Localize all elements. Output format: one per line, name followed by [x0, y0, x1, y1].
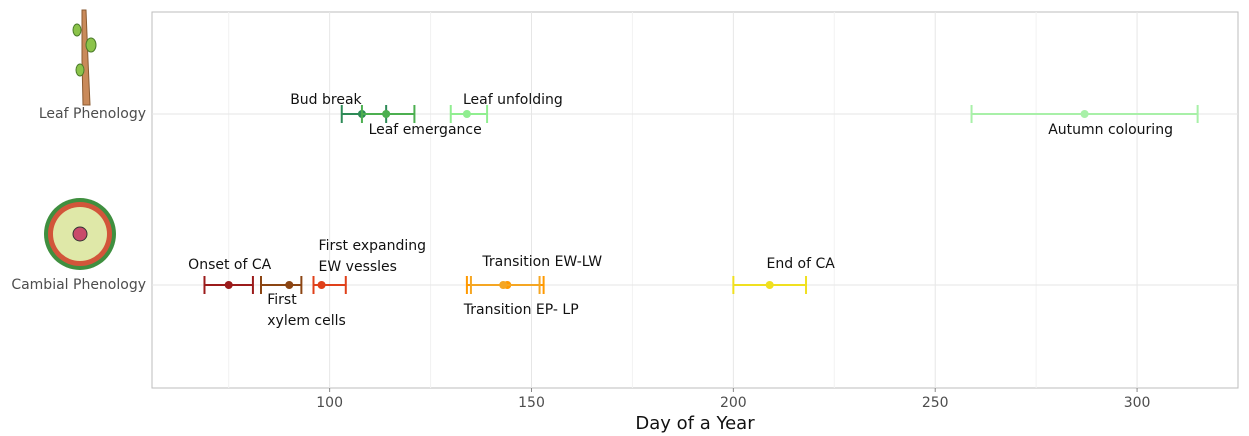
- page: {"chart_data": { "type": "dotplot", "xla…: [0, 0, 1249, 436]
- point: [225, 281, 233, 289]
- point: [766, 281, 774, 289]
- point: [1081, 110, 1089, 118]
- stem-section-icon: [44, 198, 116, 270]
- twig-icon: [73, 10, 96, 105]
- y-tick-label: Cambial Phenology: [11, 277, 146, 293]
- x-tick-label: 100: [316, 395, 343, 411]
- plot-frame: [152, 12, 1238, 388]
- point: [463, 110, 471, 118]
- x-tick-label: 250: [922, 395, 949, 411]
- x-axis-title: Day of a Year: [635, 413, 755, 434]
- x-tick-label: 150: [518, 395, 545, 411]
- point-label: Transition EW-LW: [481, 254, 602, 270]
- point: [318, 281, 326, 289]
- point-label: Onset of CA: [188, 257, 271, 273]
- point-label: Leaf unfolding: [463, 92, 563, 108]
- point-label: Transition EP- LP: [463, 302, 579, 318]
- y-tick-label: Leaf Phenology: [39, 106, 146, 122]
- point-label: End of CA: [767, 256, 836, 272]
- point: [285, 281, 293, 289]
- x-tick-label: 300: [1124, 395, 1151, 411]
- point: [382, 110, 390, 118]
- chart: Day of a Year 100 150 200 250 300 Leaf Phenol…: [0, 0, 1249, 436]
- point-label: Bud break: [290, 92, 362, 108]
- point-label: Leaf emergance: [369, 122, 482, 138]
- x-tick-label: 200: [720, 395, 747, 411]
- point: [499, 281, 507, 289]
- point-label: Autumn colouring: [1048, 122, 1173, 138]
